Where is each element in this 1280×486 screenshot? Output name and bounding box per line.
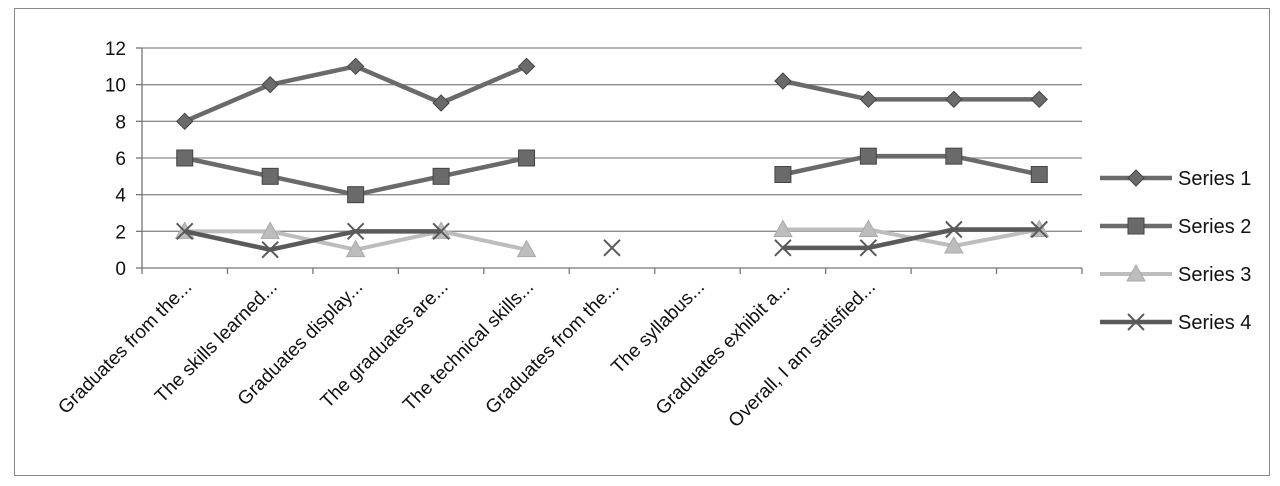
data-point [345,239,366,258]
data-point [1030,166,1048,183]
data-point [432,167,450,185]
legend-marker [1127,169,1145,187]
y-tick-label: 2 [115,222,126,243]
legend-label: Series 3 [1178,264,1251,286]
legend-item-series-4: Series 4 [1100,312,1251,334]
data-point [943,235,964,254]
series-line [782,78,1040,102]
data-point [518,149,536,167]
data-point [176,149,194,167]
data-point [432,222,450,241]
data-point [261,167,279,185]
data-point [176,222,194,241]
data-point [346,222,365,241]
axes [136,47,1083,274]
legend-marker [1127,313,1145,331]
legend-label: Series 1 [1178,168,1251,190]
data-point [774,72,792,90]
data-point [261,75,279,94]
y-tick-labels: 0 2 4 6 8 10 12 [105,39,127,280]
series-line [184,229,442,252]
gridlines [142,47,1082,232]
legend-label: Series 4 [1178,312,1251,334]
series-line [782,227,1040,251]
series-1 [176,57,1048,131]
legend-item-series-3: Series 3 [1100,263,1251,286]
data-point [945,220,963,239]
legend-item-series-2: Series 2 [1100,216,1251,238]
legend-item-series-1: Series 1 [1100,168,1251,190]
data-point [774,166,792,183]
data-point [517,57,536,76]
data-point [347,186,365,204]
data-point [945,90,963,109]
data-point [773,219,793,237]
data-point [859,147,877,165]
y-tick-label: 8 [115,112,126,133]
legend-marker [1127,217,1145,235]
y-tick-label: 10 [105,76,126,97]
data-point [260,221,281,239]
data-point [516,239,537,258]
series-4 [176,220,1048,259]
y-tick-label: 6 [115,149,126,170]
data-point [346,57,365,76]
data-point [774,239,792,257]
x-category-labels: Graduates from the...The skills learned.… [54,277,879,432]
data-point [945,147,963,165]
x-category-label: Overall, I am satisfied... [725,277,880,432]
data-point [603,239,621,257]
data-point [1030,220,1048,239]
series-2 [176,147,1048,204]
legend: Series 1 Series 2 Series 3 Series 4 [1100,168,1251,334]
legend-label: Series 2 [1178,216,1251,238]
data-point [859,239,878,257]
data-point [176,112,194,131]
data-point [1030,90,1048,109]
data-point [859,90,878,109]
y-tick-label: 4 [115,186,126,207]
series-line [782,153,1040,177]
data-point [858,219,879,237]
data-point [432,94,450,112]
series-group [174,57,1050,259]
chart-frame [14,8,1270,476]
legend-marker [1126,263,1146,282]
data-point [261,240,279,259]
y-tick-label: 0 [115,259,126,280]
y-tick-label: 12 [105,39,126,60]
